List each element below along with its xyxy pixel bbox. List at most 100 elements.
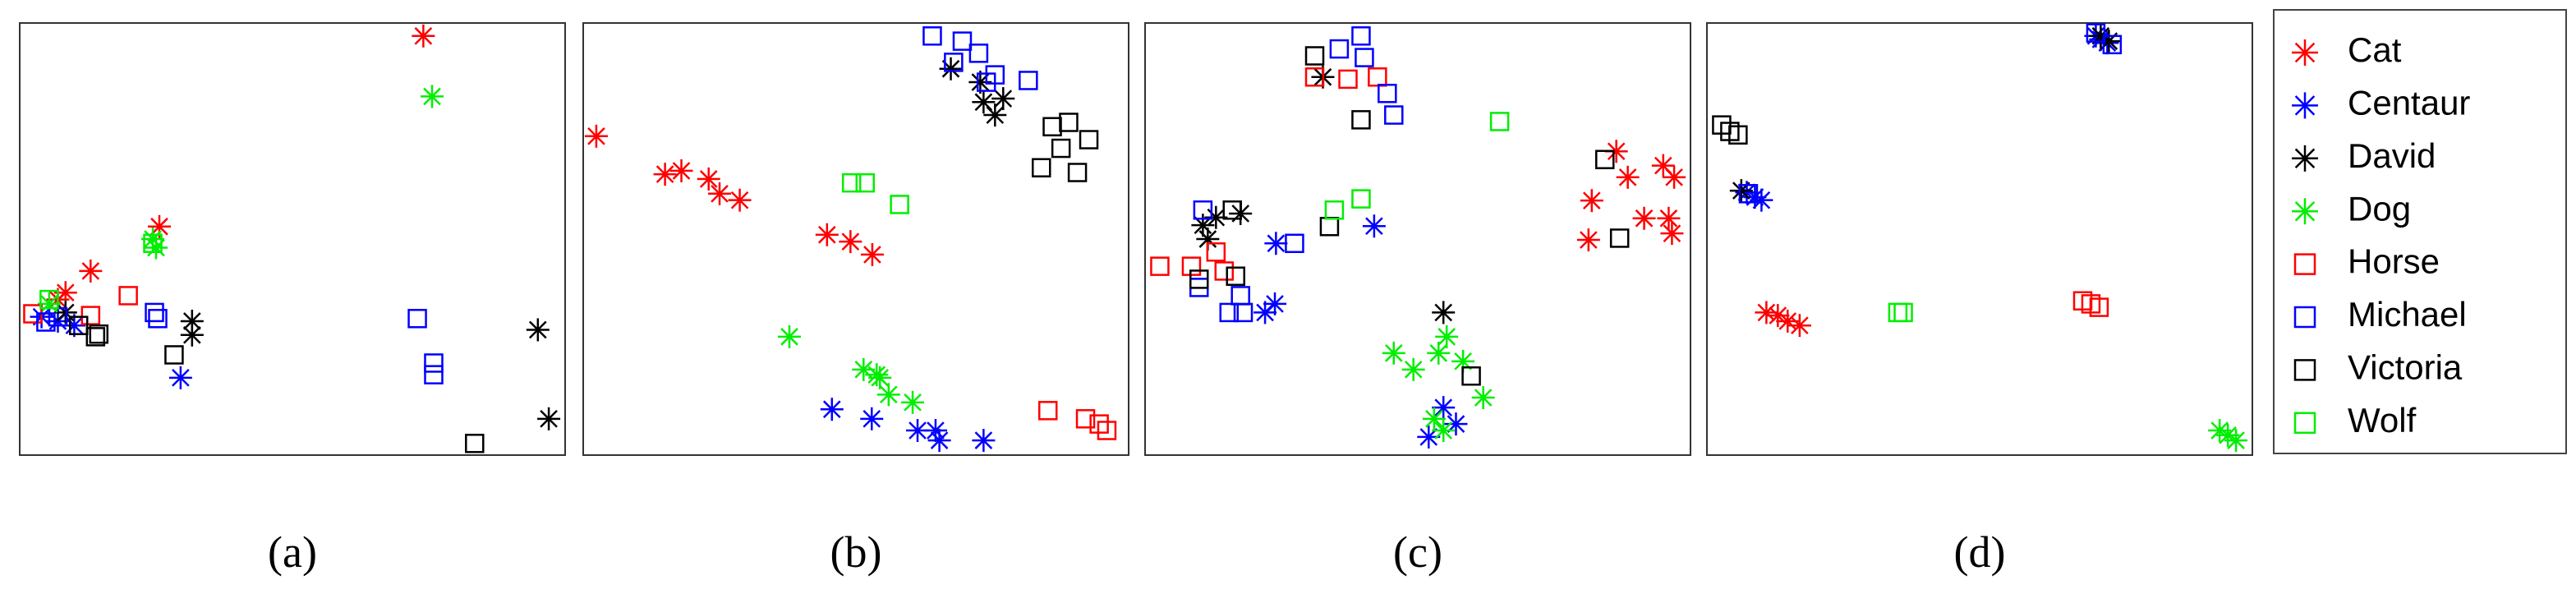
square-marker <box>145 302 164 323</box>
square-marker <box>1738 184 1759 204</box>
star-stroke <box>2219 426 2237 444</box>
point <box>1196 228 1220 251</box>
point <box>939 57 963 81</box>
panel-label: (b) <box>830 527 882 577</box>
point <box>1435 324 1459 348</box>
square-marker <box>1032 158 1051 177</box>
point <box>2102 35 2123 55</box>
square-marker <box>1609 228 1630 248</box>
star-stroke <box>1654 156 1672 175</box>
point <box>1304 46 1325 66</box>
square-marker <box>2293 359 2316 381</box>
star-stroke <box>183 325 201 344</box>
point <box>841 173 862 193</box>
star-stroke <box>1434 303 1453 322</box>
point <box>118 286 138 306</box>
plot-frame <box>19 22 566 456</box>
star-stroke <box>986 106 1005 124</box>
star-stroke <box>144 230 162 248</box>
star-stroke <box>1778 312 1797 330</box>
star-stroke <box>2294 95 2316 116</box>
point <box>1075 409 1096 429</box>
point <box>1382 341 1405 365</box>
legend-marker <box>2293 412 2316 435</box>
point <box>420 85 444 108</box>
point <box>815 223 839 246</box>
square-marker <box>1206 242 1226 262</box>
star-stroke <box>730 191 749 209</box>
star-stroke <box>1582 191 1601 210</box>
star-stroke <box>1769 306 1787 324</box>
point <box>1432 301 1456 324</box>
point <box>1444 412 1468 436</box>
point <box>927 429 951 453</box>
point <box>653 163 677 186</box>
square-marker <box>1893 302 1913 323</box>
point <box>777 324 801 348</box>
star-stroke <box>1474 389 1493 407</box>
square-marker <box>1461 366 1481 386</box>
point <box>1750 188 1773 212</box>
square-marker <box>1595 150 1615 169</box>
point <box>145 236 168 260</box>
square-marker <box>1059 113 1079 132</box>
point <box>147 214 171 238</box>
point <box>1632 206 1656 230</box>
star-stroke <box>423 87 441 106</box>
star-stroke <box>711 184 729 203</box>
point <box>1285 233 1304 254</box>
square-marker <box>2086 23 2106 43</box>
point <box>526 318 550 342</box>
legend-label: Horse <box>2348 242 2440 281</box>
square-marker <box>1728 125 1748 145</box>
square-marker <box>2293 306 2316 329</box>
panel-label: (a) <box>268 527 317 577</box>
star-stroke <box>656 165 674 183</box>
point <box>1355 48 1374 67</box>
point <box>424 353 444 373</box>
star-stroke <box>1267 234 1286 253</box>
star-stroke <box>841 232 860 251</box>
star-stroke <box>1757 303 1776 322</box>
star-stroke <box>780 328 798 346</box>
star-stroke <box>1438 328 1456 346</box>
point <box>669 159 693 182</box>
legend-marker <box>2292 92 2318 119</box>
star-stroke <box>927 421 945 439</box>
point <box>1254 301 1277 324</box>
point <box>584 124 608 148</box>
legend-marker <box>2292 145 2318 172</box>
square-marker <box>1338 69 1358 90</box>
star-stroke <box>1194 216 1212 234</box>
point <box>1304 67 1325 87</box>
point <box>1576 228 1600 252</box>
point <box>1351 189 1371 209</box>
star-stroke <box>2294 42 2316 63</box>
star-stroke <box>880 385 898 404</box>
star-stroke <box>1404 361 1423 379</box>
square-marker <box>148 309 168 329</box>
star-stroke <box>822 400 841 419</box>
point <box>1766 304 1790 328</box>
point <box>2086 23 2106 43</box>
square-marker <box>976 72 996 92</box>
point <box>1604 140 1628 163</box>
point <box>1150 256 1170 276</box>
point <box>1893 302 1913 323</box>
plot-frame <box>1144 22 1691 456</box>
square-marker <box>1150 256 1170 276</box>
point <box>972 429 996 453</box>
square-marker <box>1304 67 1325 87</box>
panel-label: (d) <box>1954 527 2006 577</box>
point <box>79 259 103 283</box>
square-marker <box>2102 35 2123 55</box>
square-marker <box>80 306 101 325</box>
star-stroke <box>2294 200 2316 222</box>
point <box>2224 429 2248 453</box>
point <box>1097 421 1117 440</box>
point <box>1461 366 1481 386</box>
point <box>1206 242 1226 262</box>
point <box>1663 165 1686 189</box>
square-marker <box>407 309 427 329</box>
point <box>68 315 89 335</box>
